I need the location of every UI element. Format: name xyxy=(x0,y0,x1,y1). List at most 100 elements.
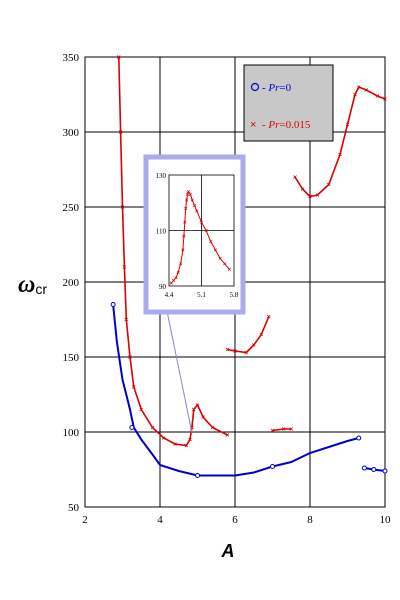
inset-x-tick-label: 5.1 xyxy=(197,291,206,299)
plot-frame xyxy=(84,56,386,508)
series-point-x xyxy=(326,182,331,187)
legend-box xyxy=(243,64,334,142)
series-point-x xyxy=(201,415,205,419)
series-point-circle xyxy=(110,302,116,307)
series-point-x xyxy=(259,332,264,337)
series-point-x xyxy=(184,443,189,448)
series-point-x xyxy=(225,433,230,437)
inset-y-tick-label: 90 xyxy=(159,283,167,291)
series-point-x xyxy=(338,152,342,157)
y-tick-label: 350 xyxy=(63,52,80,64)
series-point-x xyxy=(139,407,144,412)
series-point-x xyxy=(161,436,166,440)
series-line-2 xyxy=(227,316,270,354)
legend: - Pr=0 × - Pr=0.015 xyxy=(243,64,334,142)
inset-series-point xyxy=(169,281,173,285)
series-point-x xyxy=(300,187,305,191)
y-tick-label: 200 xyxy=(63,277,80,289)
inset-ticks: 4.4 5.1 5.8 90 110 130 xyxy=(156,172,239,299)
x-axis-label: A xyxy=(221,541,235,561)
series-point-circle xyxy=(371,467,377,472)
series-point-circle xyxy=(361,465,367,471)
series-point-x xyxy=(356,85,361,89)
legend-marker-circle-icon xyxy=(250,82,260,92)
inset-series xyxy=(169,190,231,285)
y-tick-label: 150 xyxy=(63,352,80,364)
inset-zoom: 4.4 5.1 5.8 90 110 130 xyxy=(143,154,246,315)
inset-x-tick-label: 5.8 xyxy=(230,291,239,299)
inset-y-tick-label: 110 xyxy=(156,228,167,236)
series-point-x xyxy=(364,88,369,92)
x-tick-label: 6 xyxy=(232,514,238,526)
series-point-x xyxy=(353,92,357,97)
series-point-x xyxy=(116,55,121,59)
inset-series-point xyxy=(188,192,192,196)
series-point-x xyxy=(281,427,286,431)
series-point-x xyxy=(375,94,380,98)
inset-series-point xyxy=(186,192,190,196)
series-point-x xyxy=(173,442,177,446)
series-point-x xyxy=(150,425,155,430)
series-point-x xyxy=(345,122,350,127)
inset-series-point xyxy=(179,262,183,266)
series-point-x xyxy=(266,314,271,319)
x-axis-ticks: 2 4 6 8 10 xyxy=(82,514,391,526)
series-point-x xyxy=(210,425,215,430)
inset-x-tick-label: 4.4 xyxy=(165,291,174,299)
inset-series-point xyxy=(176,270,180,274)
y-axis-ticks: 50 100 150 200 250 300 350 xyxy=(63,52,80,514)
inset-series-point xyxy=(204,228,208,233)
series-point-x xyxy=(118,130,123,134)
inset-pointer-line xyxy=(166,310,193,434)
inset-series-point xyxy=(190,198,194,202)
series-point-x xyxy=(122,265,127,269)
inset-series-point xyxy=(192,203,197,208)
inset-series-point xyxy=(209,240,213,244)
inset-series-point xyxy=(181,248,185,252)
inset-y-tick-label: 130 xyxy=(156,172,167,180)
inset-series-point xyxy=(213,248,217,252)
y-tick-label: 100 xyxy=(63,427,80,439)
series-point-x xyxy=(308,194,312,199)
series-point-x xyxy=(131,385,136,389)
series-line-1 xyxy=(112,304,360,477)
series-point-x xyxy=(188,437,192,442)
series-point-x xyxy=(293,175,297,179)
inset-series-point xyxy=(186,190,191,194)
series-point-x xyxy=(195,403,200,407)
x-tick-label: 10 xyxy=(380,514,392,526)
x-tick-label: 8 xyxy=(307,514,313,526)
x-tick-label: 4 xyxy=(157,514,163,526)
inset-series-point xyxy=(174,276,178,280)
inset-series-point xyxy=(182,234,186,238)
series-point-circle xyxy=(270,464,275,469)
series-line-2 xyxy=(272,428,292,432)
series-point-circle xyxy=(356,435,362,441)
inset-series-point xyxy=(185,198,189,202)
inset-series-point xyxy=(227,267,231,271)
series-point-x xyxy=(383,97,387,101)
series-point-x xyxy=(225,347,230,352)
series-point-x xyxy=(315,193,320,197)
series-point-x xyxy=(191,407,196,412)
series-point-x xyxy=(124,317,129,322)
legend-label-series-1: - Pr=0 xyxy=(262,82,292,94)
inset-series-point xyxy=(183,220,187,224)
legend-marker-x-icon: × xyxy=(250,119,256,131)
series-point-x xyxy=(128,355,132,359)
inset-series-point xyxy=(223,262,227,266)
y-tick-label: 50 xyxy=(68,502,80,514)
series-point-x xyxy=(289,427,294,431)
series-point-circle xyxy=(129,425,135,430)
series-point-x xyxy=(233,349,237,353)
x-tick-label: 2 xyxy=(82,514,88,526)
series-point-x xyxy=(270,428,275,433)
inset-grid xyxy=(169,175,234,286)
inset-series-point xyxy=(199,220,204,224)
series-point-circle xyxy=(195,473,200,478)
y-tick-label: 250 xyxy=(63,202,80,214)
series-point-x xyxy=(120,205,125,209)
inset-series-point xyxy=(218,256,222,260)
series-point-circle xyxy=(382,468,388,474)
